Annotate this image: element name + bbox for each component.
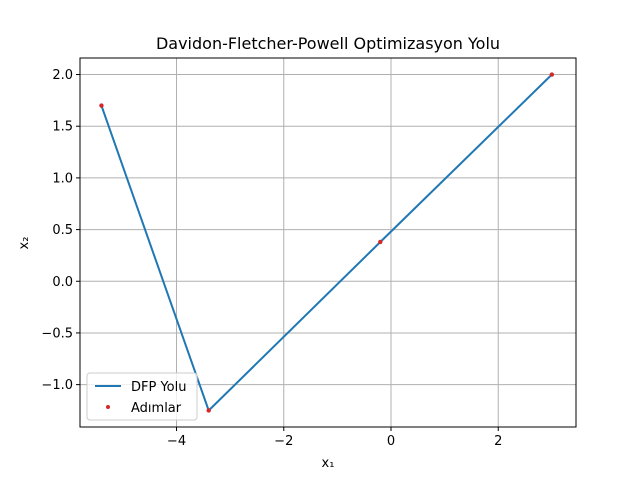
y-tick-label: 1.0 — [52, 171, 73, 186]
legend: DFP Yolu Adımlar — [86, 372, 198, 421]
y-tick-label: 1.5 — [52, 120, 73, 135]
y-axis: −1.0 −0.5 0.0 0.5 1.0 1.5 2.0 — [41, 68, 80, 393]
legend-dot-swatch — [106, 405, 110, 409]
y-tick-label: −1.0 — [41, 378, 73, 393]
series-layer — [99, 72, 555, 413]
step-point — [99, 103, 104, 108]
x-tick-label: −4 — [167, 434, 186, 449]
chart-title: Davidon-Fletcher-Powell Optimizasyon Yol… — [156, 34, 500, 53]
x-tick-label: 0 — [387, 434, 395, 449]
step-point — [549, 72, 555, 77]
y-tick-label: 0.0 — [52, 275, 73, 290]
plot-frame — [79, 57, 577, 428]
x-tick-label: −2 — [274, 434, 293, 449]
step-point — [206, 408, 211, 413]
y-tick-label: 2.0 — [52, 68, 73, 83]
legend-label-scatter: Adımlar — [131, 401, 182, 416]
grid — [80, 58, 576, 427]
x-axis-label: x₁ — [322, 456, 335, 471]
step-point — [378, 239, 383, 245]
series-line-dfp-path — [100, 73, 553, 412]
x-axis: −4 −2 0 2 — [167, 427, 502, 449]
x-tick-label: 2 — [494, 434, 502, 449]
legend-box — [86, 372, 198, 421]
y-axis-label: x₂ — [17, 237, 32, 250]
y-tick-label: −0.5 — [41, 326, 73, 341]
legend-label-line: DFP Yolu — [131, 380, 186, 395]
y-tick-label: 0.5 — [52, 223, 73, 238]
